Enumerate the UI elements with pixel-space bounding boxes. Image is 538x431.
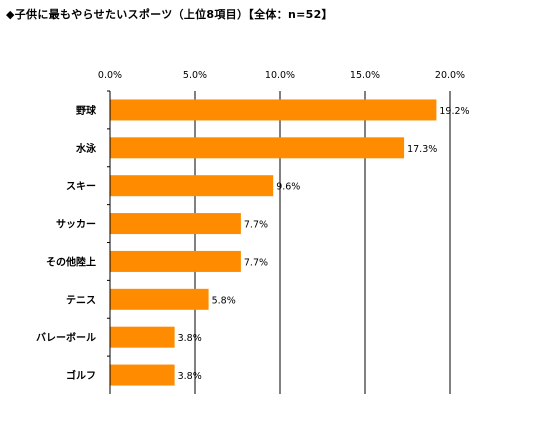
x-tick-label: 20.0% [435,70,465,81]
x-tick-label: 0.0% [98,70,122,81]
grid-lines [107,90,451,394]
bars [110,99,437,386]
x-tick-label: 5.0% [183,70,207,81]
bar [110,213,241,235]
x-tick-label: 15.0% [350,70,380,81]
category-label: その他陸上 [46,255,96,268]
value-label: 3.8% [178,333,202,344]
category-label: サッカー [56,219,96,231]
x-tick-label: 10.0% [265,70,295,81]
category-label: ゴルフ [66,369,96,382]
category-label: 水泳 [75,142,97,155]
bar [110,364,175,386]
category-label: テニス [66,294,96,306]
bar [110,250,241,272]
bar [110,326,175,348]
value-label: 3.8% [178,371,202,382]
value-label: 7.7% [244,257,268,268]
category-label: バレーボール [36,331,96,344]
bar [110,175,274,197]
category-label: スキー [66,181,96,193]
category-label: 野球 [76,104,97,117]
value-labels: 19.2% 17.3% 9.6% 7.7% 7.7% 5.8% 3.8% 3.8% [178,106,470,382]
bar [110,137,405,159]
bar [110,288,209,310]
value-label: 5.8% [212,295,236,306]
x-axis-ticks: 0.0% 5.0% 10.0% 15.0% 20.0% [98,70,465,81]
value-label: 17.3% [407,144,437,155]
bar [110,99,437,121]
value-label: 7.7% [244,220,268,231]
value-label: 19.2% [439,106,469,117]
chart-title: ◆子供に最もやらせたいスポーツ（上位8項目）【全体：n=52】 [6,8,333,21]
value-label: 9.6% [276,182,300,193]
